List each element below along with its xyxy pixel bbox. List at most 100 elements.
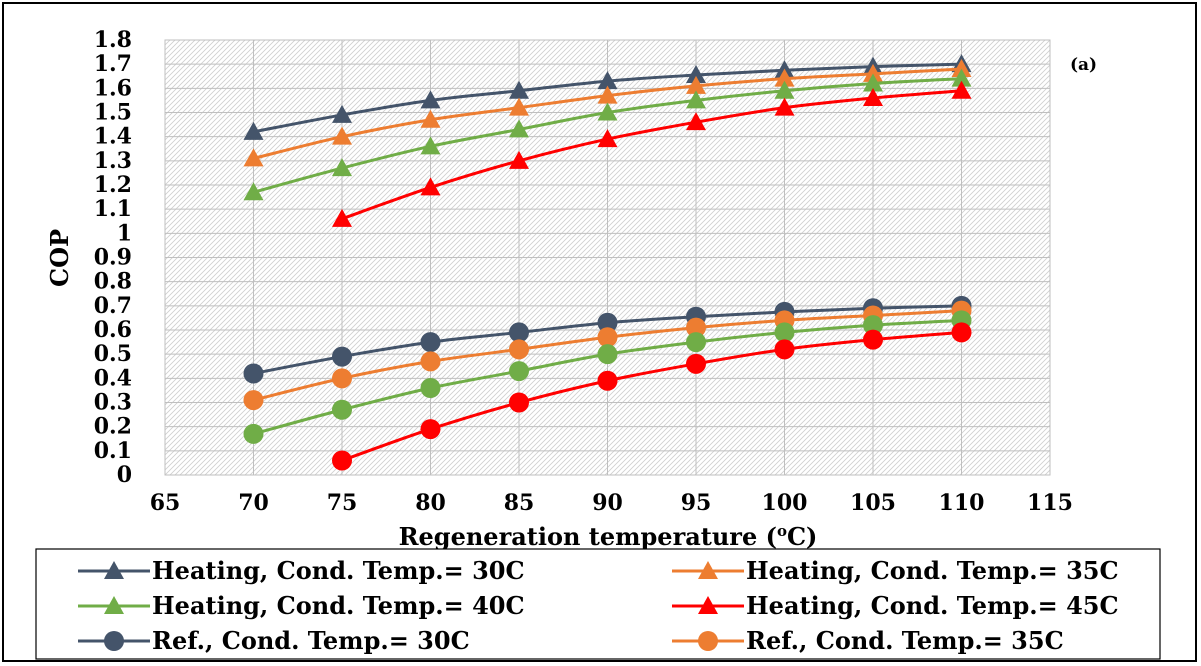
data-point-circle	[420, 419, 441, 440]
data-point-circle	[597, 327, 618, 348]
y-tick-label: 0.1	[94, 438, 132, 464]
data-point-triangle	[774, 80, 795, 99]
data-point-circle	[686, 353, 706, 374]
legend-label: Heating, Cond. Temp.= 45C	[746, 591, 1119, 620]
data-point-triangle	[863, 73, 883, 92]
data-point-triangle	[686, 112, 706, 131]
data-point-triangle	[509, 97, 529, 116]
data-point-triangle	[332, 208, 352, 227]
y-tick-label: 0.4	[94, 365, 132, 391]
data-point-triangle	[597, 102, 618, 121]
y-tick-label: 1.7	[94, 51, 132, 77]
x-tick-label: 110	[939, 490, 985, 516]
data-point-triangle	[597, 71, 618, 90]
x-tick-label: 100	[762, 490, 808, 516]
data-point-triangle	[420, 90, 441, 109]
legend-label: Heating, Cond. Temp.= 30C	[152, 556, 525, 585]
data-point-circle	[420, 332, 441, 353]
y-tick-label: 1.6	[94, 75, 132, 101]
data-point-circle	[332, 450, 352, 471]
x-tick-label: 95	[681, 490, 712, 516]
legend-item-heating-cond-temp-45c: Heating, Cond. Temp.= 45C	[672, 591, 1119, 620]
legend-label: Ref., Cond. Temp.= 35C	[746, 626, 1064, 655]
series-layer	[243, 54, 972, 471]
data-point-triangle	[243, 182, 264, 201]
legend-marker-circle	[698, 631, 718, 651]
data-point-circle	[774, 339, 795, 360]
legend-item-heating-cond-temp-35c: Heating, Cond. Temp.= 35C	[672, 556, 1119, 585]
data-point-circle	[597, 312, 618, 333]
data-point-triangle	[863, 63, 883, 82]
y-tick-label: 0.8	[94, 269, 132, 295]
legend-item-heating-cond-temp-40c: Heating, Cond. Temp.= 40C	[78, 591, 525, 620]
y-tick-label: 0.3	[94, 390, 132, 416]
data-point-circle	[243, 423, 264, 444]
data-point-circle	[951, 322, 972, 343]
data-point-circle	[597, 344, 618, 365]
panel-label: (a)	[1070, 55, 1097, 75]
data-point-circle	[332, 399, 352, 420]
data-point-triangle	[509, 119, 529, 138]
data-point-triangle	[774, 97, 795, 116]
legend-label: Ref., Cond. Temp.= 30C	[152, 626, 470, 655]
series-heating-cond-temp-35c	[243, 59, 972, 167]
y-tick-label: 1.5	[94, 100, 132, 126]
y-tick-label: 0	[117, 462, 132, 488]
x-tick-label: 115	[1027, 490, 1073, 516]
y-tick-label: 1.1	[94, 196, 132, 222]
data-point-triangle	[243, 121, 264, 140]
data-point-circle	[420, 378, 441, 398]
data-point-triangle	[951, 68, 972, 87]
data-point-triangle	[686, 90, 706, 109]
data-point-circle	[863, 329, 883, 350]
data-point-triangle	[420, 136, 441, 155]
y-tick-label: 1.4	[94, 124, 132, 150]
data-point-triangle	[332, 126, 352, 145]
x-tick-label: 90	[592, 490, 623, 516]
y-tick-label: 1.3	[94, 148, 132, 174]
data-point-triangle	[597, 85, 618, 104]
data-point-triangle	[774, 68, 795, 87]
tick-labels: 65 70 75 80 85 90 95 100 105 110 11500.10.20.30.40…	[94, 27, 1073, 516]
legend-label: Heating, Cond. Temp.= 35C	[746, 556, 1119, 585]
legend-item-heating-cond-temp-30c: Heating, Cond. Temp.= 30C	[78, 556, 525, 585]
data-point-triangle	[686, 65, 706, 84]
series-ref-cond-temp-45c	[332, 322, 972, 471]
data-point-circle	[509, 392, 529, 413]
legend-marker-circle	[104, 631, 124, 651]
data-point-triangle	[951, 59, 972, 77]
legend-item-ref-cond-temp-35c: Ref., Cond. Temp.= 35C	[672, 626, 1064, 655]
data-point-circle	[774, 322, 795, 343]
data-point-circle	[509, 339, 529, 360]
legend-box	[35, 548, 1161, 660]
data-point-triangle	[597, 129, 618, 148]
series-ref-cond-temp-40c	[243, 310, 972, 444]
data-point-circle	[420, 351, 441, 372]
data-point-circle	[243, 363, 264, 384]
data-point-circle	[509, 322, 529, 343]
x-axis-title-degree: o	[777, 522, 787, 540]
data-point-circle	[686, 332, 706, 353]
data-point-triangle	[243, 148, 264, 167]
data-point-circle	[243, 390, 264, 411]
data-point-triangle	[420, 109, 441, 128]
legend-label: Heating, Cond. Temp.= 40C	[152, 591, 525, 620]
y-tick-label: 0.5	[94, 341, 132, 367]
series-heating-cond-temp-45c	[332, 80, 972, 227]
data-point-triangle	[332, 158, 352, 177]
legend: Heating, Cond. Temp.= 30C Heating, Cond. …	[78, 556, 1119, 655]
y-axis-title: COP	[45, 229, 74, 287]
y-tick-label: 0.6	[94, 317, 132, 343]
x-tick-label: 105	[850, 490, 896, 516]
x-tick-label: 70	[238, 490, 269, 516]
data-point-triangle	[509, 150, 529, 169]
data-point-circle	[332, 368, 352, 389]
data-point-triangle	[951, 80, 972, 99]
data-point-triangle	[509, 80, 529, 99]
series-line	[341, 89, 962, 221]
series-heating-cond-temp-40c	[243, 68, 972, 201]
legend-marker-triangle	[104, 596, 124, 614]
data-point-circle	[863, 315, 883, 336]
x-axis-title: Regeneration temperature (oC)	[399, 522, 818, 551]
